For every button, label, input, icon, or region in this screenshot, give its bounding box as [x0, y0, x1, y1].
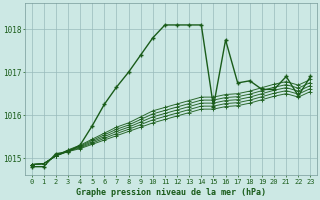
- X-axis label: Graphe pression niveau de la mer (hPa): Graphe pression niveau de la mer (hPa): [76, 188, 266, 197]
